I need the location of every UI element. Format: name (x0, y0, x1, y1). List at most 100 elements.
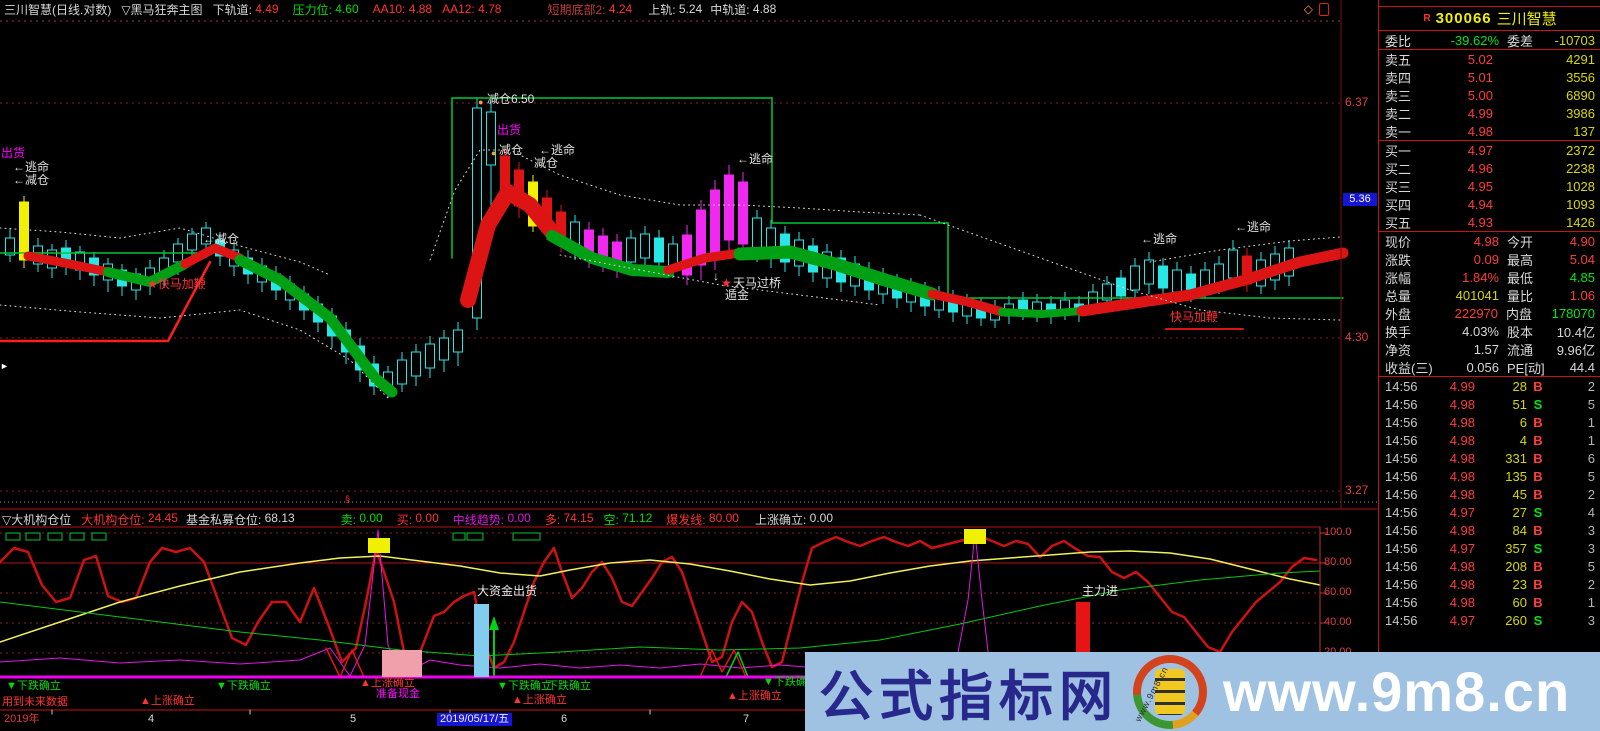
tick-price: 4.98 (1449, 450, 1475, 466)
info-value: 401041 (1455, 287, 1499, 303)
tick-row: 14:56 4.98 6 B 1 (1379, 413, 1600, 431)
info-value: 178070 (1551, 305, 1595, 321)
sub-axis-label: 80.00 (1324, 556, 1352, 568)
tick-row: 14:56 4.97 27 S 4 (1379, 503, 1600, 521)
bid-price: 4.94 (1467, 196, 1493, 212)
tick-row: 14:56 4.97 357 S 3 (1379, 539, 1600, 557)
tick-volume: 28 (1512, 378, 1527, 394)
info-value: 4.90 (1569, 233, 1595, 249)
sub-axis-label: 60.00 (1324, 586, 1352, 598)
tick-direction: B (1533, 414, 1543, 430)
chart-annotation: 减仓6.50 (487, 92, 535, 106)
x-axis-label: 5 (350, 713, 357, 725)
diamond-icon[interactable]: ◇ (1303, 2, 1313, 16)
ask-row: 卖五 5.02 4291 (1379, 50, 1600, 68)
chart-annotation: ► (0, 361, 9, 371)
r-badge: R (1423, 13, 1431, 24)
chart-annotation: ←逃命 (1141, 232, 1178, 246)
info-row: 换手 4.03% 股本 10.4亿 (1379, 322, 1600, 340)
tick-price: 4.98 (1449, 486, 1475, 502)
tick-row: 14:56 4.98 331 B 6 (1379, 449, 1600, 467)
sub-indicator-field-value: 80.00 (705, 511, 739, 525)
sub-axis-label: 40.00 (1324, 616, 1352, 628)
info-value: 5.04 (1569, 251, 1595, 267)
chart-annotation: 快马加鞭 (1170, 310, 1219, 324)
ask-label: 卖四 (1385, 70, 1412, 86)
chart-canvas[interactable] (0, 0, 1380, 731)
sub-axis-label: 100.0 (1324, 526, 1352, 538)
chart-annotation: ★ (721, 276, 732, 290)
bid-price: 4.95 (1467, 178, 1493, 194)
sub-indicator-field-value: 0.00 (806, 511, 834, 525)
info-row: 总量 401041 量比 1.06 (1379, 286, 1600, 304)
info-label: 内盘 (1506, 306, 1533, 322)
ask-price: 5.01 (1467, 69, 1493, 85)
info-value: 0.09 (1473, 251, 1499, 267)
tick-row: 14:56 4.98 135 B 5 (1379, 467, 1600, 485)
bid-row: 买四 4.94 1093 (1379, 195, 1600, 213)
indicator-field-value: 4.78 (474, 2, 502, 16)
ask-volume: 3556 (1566, 69, 1595, 85)
sub-indicator-field-value: 68.13 (261, 511, 295, 525)
tick-price: 4.97 (1449, 612, 1475, 628)
ask-levels[interactable]: 卖五 5.02 4291 卖四 5.01 3556 卖三 5.00 6890 卖二 4.99 3986… (1379, 50, 1600, 141)
ask-label: 卖三 (1385, 88, 1412, 104)
tick-price: 4.98 (1449, 522, 1475, 538)
chart-annotation: ★快马加鞭 (147, 277, 206, 291)
bid-volume: 1426 (1566, 214, 1595, 230)
indicator-field-label: 压力位: (292, 2, 332, 17)
tick-price: 4.98 (1449, 396, 1475, 412)
info-value: 1.06 (1569, 287, 1595, 303)
tick-time: 14:56 (1385, 594, 1418, 610)
indicator-field-value: 5.24 (675, 2, 703, 16)
tick-count: 3 (1587, 522, 1595, 538)
bid-price: 4.96 (1467, 160, 1493, 176)
info-value: 4.85 (1569, 269, 1595, 285)
main-chart-header[interactable]: 三川智慧(日线.对数) ▽黑马狂奔主图 下轨道: 4.49 压力位: 4.60 AA10… (0, 0, 1343, 18)
tick-volume: 135 (1505, 468, 1527, 484)
bid-label: 买二 (1385, 161, 1412, 177)
bid-volume: 2372 (1566, 142, 1595, 158)
tick-volume: 27 (1512, 504, 1527, 520)
tick-row: 14:56 4.98 208 B 5 (1379, 557, 1600, 575)
info-value: 9.96亿 (1556, 342, 1595, 358)
stock-name: 三川智慧 (1496, 11, 1557, 28)
signal-label: ▲上涨确立 (360, 677, 415, 689)
ask-label: 卖五 (1385, 52, 1412, 68)
indicator-field-label: AA10: (372, 2, 406, 16)
bid-levels[interactable]: 买一 4.97 2372 买二 4.96 2238 买三 4.95 1028 买四 4.94 1093… (1379, 141, 1600, 232)
price-axis-label: 3.27 (1345, 483, 1369, 497)
window-box-icon[interactable] (1319, 2, 1329, 16)
current-price-tag: 5.36 (1343, 193, 1377, 206)
sub-chart-header[interactable]: ▽大机构仓位 大机构仓位: 24.45 基金私募仓位: 68.13 卖: 0.00 买:… (2, 511, 1342, 527)
logo-mark (1155, 668, 1185, 715)
status-note: 用到未来数据 (2, 696, 68, 708)
stock-title[interactable]: R 300066 三川智慧 (1379, 6, 1600, 31)
watermark-url: www.9m8.cn (1223, 660, 1571, 723)
tick-row: 14:56 4.97 260 S 3 (1379, 611, 1600, 629)
info-label: 换手 (1385, 324, 1412, 340)
bid-label: 买四 (1385, 197, 1412, 213)
tick-direction: B (1533, 558, 1543, 574)
tick-row: 14:56 4.98 51 S 5 (1379, 395, 1600, 413)
weicha-value: -10703 (1554, 32, 1595, 48)
ask-row: 卖一 4.98 137 (1379, 122, 1600, 140)
x-axis-date-cell: 2019/05/17/五 (437, 713, 513, 726)
signal-label: 下跌确立 (547, 680, 591, 692)
info-value: 4.98 (1473, 233, 1499, 249)
chart-annotation: ←逃命 (13, 160, 50, 174)
tick-count: 5 (1587, 468, 1595, 484)
ask-label: 卖一 (1385, 124, 1412, 140)
info-label: 涨跌 (1385, 252, 1412, 268)
chart-annotation: ←减仓 (203, 232, 240, 246)
info-value: 1.57 (1473, 341, 1499, 357)
indicator-field-label: ▽黑马狂奔主图 (121, 2, 203, 17)
tick-volume: 23 (1512, 576, 1527, 592)
tick-row: 14:56 4.98 60 B 1 (1379, 593, 1600, 611)
signal-label: ▼下跌确立 (216, 680, 271, 692)
signal-label: ▲上涨确立 (140, 695, 195, 707)
tick-list[interactable]: 14:56 4.99 28 B 2 14:56 4.98 51 S 5 14:56 4.98 6 B 1 14… (1379, 377, 1600, 629)
bid-label: 买三 (1385, 179, 1412, 195)
chart-annotation: ● (478, 97, 484, 107)
info-label: 净资 (1385, 342, 1412, 358)
